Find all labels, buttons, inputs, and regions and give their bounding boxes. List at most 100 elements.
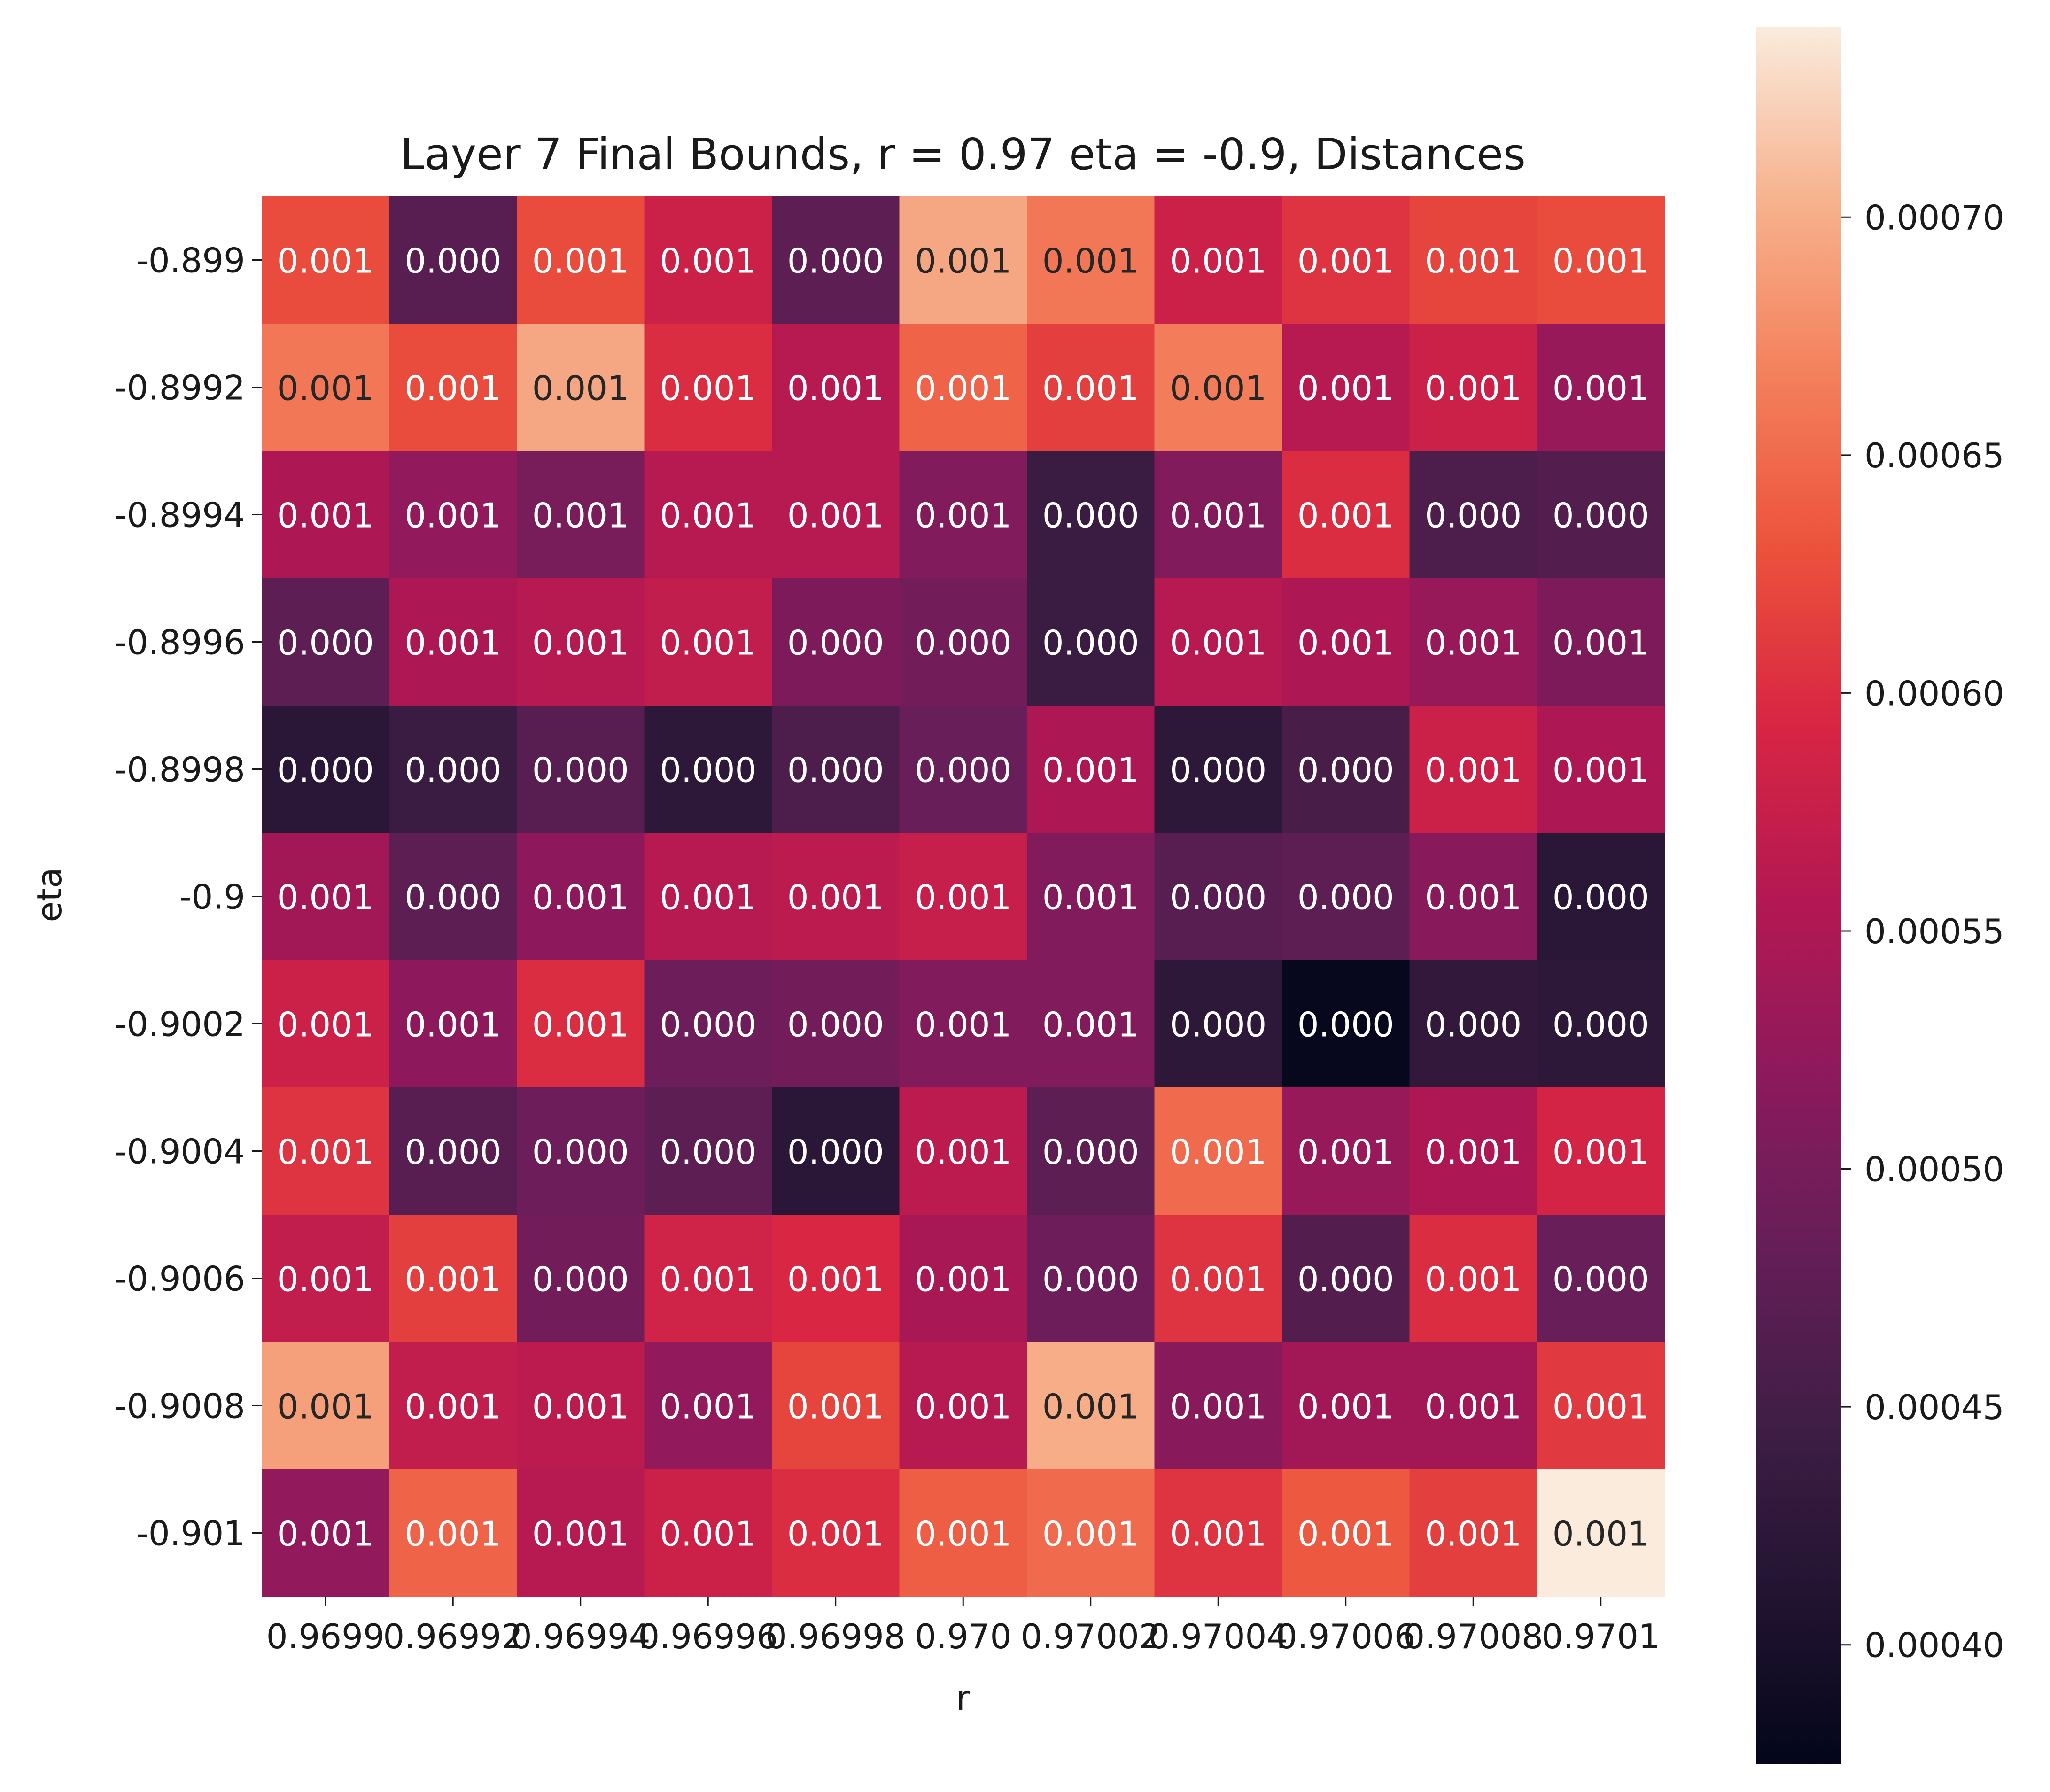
cell-value-label: 0.001 [1042,1005,1139,1045]
cell-value-label: 0.001 [1425,878,1522,917]
heatmap-cell [517,1087,645,1215]
heatmap-cell [1027,1087,1155,1215]
cell-value-label: 0.001 [404,1514,501,1554]
heatmap-cell [1154,1087,1282,1215]
cell-value-label: 0.000 [277,751,374,790]
cell-value-label: 0.001 [1297,496,1394,535]
heatmap-cell [1282,960,1410,1088]
cell-value-label: 0.001 [1425,1514,1522,1554]
x-tick-label: 0.97006 [1276,1617,1416,1656]
heatmap-cell-labels: 0.001 0.000 0.001 0.001 0.000 0.001 0.001 0.001… [277,241,1649,1554]
heatmap-cell [772,1215,900,1342]
cell-value-label: 0.001 [787,878,884,917]
heatmap-cell [772,451,900,579]
cell-value-label: 0.000 [1425,1005,1522,1045]
heatmap-cell [899,324,1027,451]
x-tick-label: 0.96996 [638,1617,778,1656]
y-tick-label: -0.9 [179,877,245,917]
cell-value-label: 0.001 [277,878,374,917]
cell-value-label: 0.001 [915,1133,1011,1172]
heatmap-cell [772,960,900,1088]
cell-value-label: 0.000 [787,623,884,663]
colorbar-tick-label: 0.00055 [1864,912,2004,951]
cell-value-label: 0.001 [277,241,374,281]
cell-value-label: 0.001 [1553,241,1649,281]
cell-value-label: 0.001 [1170,241,1266,281]
cell-value-label: 0.000 [1170,1005,1266,1045]
heatmap-cell [1409,324,1538,451]
heatmap-cell [262,960,390,1088]
heatmap-cell [1537,1469,1665,1597]
cell-value-label: 0.000 [915,751,1011,790]
heatmap-cell [1154,1215,1282,1342]
cell-value-label: 0.001 [1297,1133,1394,1172]
cell-value-label: 0.001 [532,241,629,281]
cell-value-label: 0.000 [404,878,501,917]
heatmap-cell [389,960,517,1088]
heatmap-cell [517,706,645,833]
cell-value-label: 0.001 [1297,1387,1394,1427]
cell-value-label: 0.001 [532,496,629,535]
heatmap-cell [1154,1469,1282,1597]
heatmap-cell [1409,960,1538,1088]
heatmap-cell [389,1087,517,1215]
cell-value-label: 0.001 [915,369,1011,408]
cell-value-label: 0.001 [1425,1387,1522,1427]
cell-value-label: 0.001 [1297,623,1394,663]
cell-value-label: 0.001 [1297,369,1394,408]
heatmap-cell [772,578,900,706]
y-tick-label: -0.9002 [115,1005,245,1044]
heatmap-cell [1282,324,1410,451]
y-tick-label: -0.8996 [115,623,245,662]
cell-value-label: 0.001 [404,496,501,535]
heatmap-cell [772,196,900,324]
x-tick-label: 0.96994 [511,1617,651,1656]
heatmap-cell [1027,324,1155,451]
heatmap-cell [899,578,1027,706]
cell-value-label: 0.000 [1042,623,1139,663]
cell-value-label: 0.001 [277,1387,374,1427]
colorbar-tick-label: 0.00070 [1864,198,2004,237]
heatmap-cell [899,196,1027,324]
cell-value-label: 0.001 [915,1005,1011,1045]
heatmap-cell [517,1342,645,1470]
heatmap-cell [644,578,772,706]
heatmap-cell [1409,196,1538,324]
cell-value-label: 0.001 [1042,751,1139,790]
cell-value-label: 0.000 [1553,496,1649,535]
cell-value-label: 0.001 [1042,369,1139,408]
cell-value-label: 0.001 [1297,1514,1394,1554]
cell-value-label: 0.001 [1425,369,1522,408]
cell-value-label: 0.001 [532,369,629,408]
heatmap-cell [1537,324,1665,451]
cell-value-label: 0.000 [787,1005,884,1045]
heatmap-cell [262,1215,390,1342]
cell-value-label: 0.001 [1553,1133,1649,1172]
cell-value-label: 0.001 [660,1260,756,1299]
heatmap-cell [517,1469,645,1597]
colorbar [1756,27,1841,1764]
cell-value-label: 0.001 [532,1387,629,1427]
heatmap-cell [772,1087,900,1215]
cell-value-label: 0.001 [787,369,884,408]
heatmap-cell [1537,960,1665,1088]
y-tick-label: -0.9006 [115,1259,245,1299]
cell-value-label: 0.001 [1553,1387,1649,1427]
heatmap-cell [644,833,772,961]
cell-value-label: 0.001 [1042,241,1139,281]
colorbar-tick-label: 0.00045 [1864,1388,2004,1427]
cell-value-label: 0.001 [1425,623,1522,663]
cell-value-label: 0.000 [532,751,629,790]
cell-value-label: 0.000 [787,1133,884,1172]
colorbar-tick-label: 0.00040 [1864,1626,2004,1665]
cell-value-label: 0.001 [660,623,756,663]
cell-value-label: 0.001 [1042,1514,1139,1554]
cell-value-label: 0.001 [1425,1260,1522,1299]
cell-value-label: 0.001 [1170,369,1266,408]
heatmap-cell [644,1469,772,1597]
heatmap-cell [1282,451,1410,579]
heatmap-cell [262,706,390,833]
heatmap-cell [1027,1215,1155,1342]
cell-value-label: 0.001 [532,878,629,917]
